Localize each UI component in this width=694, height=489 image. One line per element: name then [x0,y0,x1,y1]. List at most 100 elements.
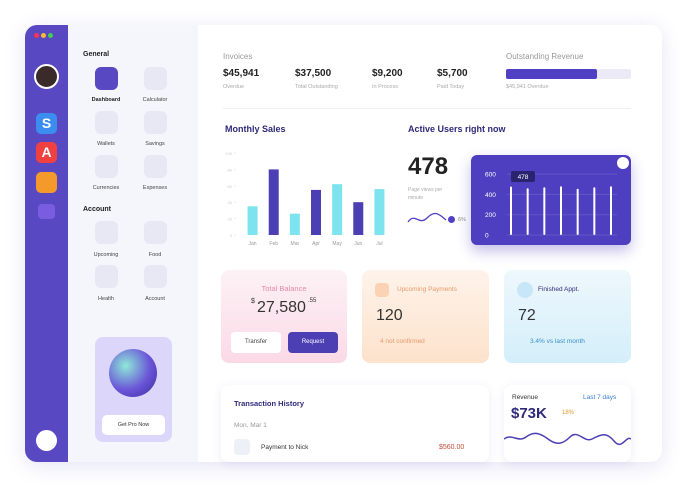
y-tick-label: 80 [228,167,233,172]
nav-label[interactable]: Calculator [142,97,168,103]
card-title: Upcoming Payments [397,286,457,293]
progress-fill [506,69,598,79]
tx-label[interactable]: Payment to Nick [261,444,309,451]
app-icon[interactable] [38,204,55,219]
y-tick-label: 0 [485,233,489,240]
revenue-change: 18% [562,410,575,416]
nav-label[interactable]: Expenses [142,185,168,191]
balance-amount: 27,580 [257,299,306,316]
chart-title: Active Users right now [408,124,506,134]
period-select[interactable]: Last 7 days [583,394,617,401]
nav-icon[interactable] [95,67,118,90]
power-button[interactable] [36,430,57,451]
card-icon [375,283,389,297]
nav-icon[interactable] [95,265,118,288]
transfer-button[interactable]: Transfer [231,332,281,353]
summary-label: Paid Today [437,84,465,90]
y-tick-label: 60 [228,184,233,189]
card-title: Total Balance [261,284,307,293]
nav-icon[interactable] [95,155,118,178]
nav-label[interactable]: Upcoming [93,252,119,258]
y-tick-label: 0 [230,233,233,238]
nav-icon[interactable] [95,111,118,134]
app-icon[interactable]: S [36,113,57,134]
nav-icon[interactable] [144,155,167,178]
y-tick-label: 20 [228,217,233,222]
date: Mon, Mar 1 [234,422,267,429]
summary-value: $45,941 [223,68,260,79]
progress-track [506,69,631,79]
finished-card: Finished Appt. 72 3.4% vs last month [504,270,631,363]
summary-value: $9,200 [372,68,403,79]
balance-card: Total Balance $ 27,580 .55 Transfer Requ… [221,270,347,363]
x-tick-label: Jul [376,241,382,247]
bar [560,186,562,235]
tooltip-label: 478 [518,174,529,181]
active-caption: Page views per minute [408,187,443,201]
avatar[interactable] [34,64,59,89]
nav-label[interactable]: Savings [145,141,165,147]
cents: .55 [308,298,317,304]
card-title: Revenue [512,394,539,401]
nav-icon[interactable] [144,111,167,134]
change-dot [448,216,455,223]
card-title: Finished Appt. [538,286,580,293]
revenue-card: Revenue Last 7 days $73K 18% [504,385,631,462]
dot [34,33,39,38]
revenue-sparkline [504,432,631,446]
outstanding-title: Outstanding Revenue [506,52,584,61]
y-tick-label: 40 [228,200,233,205]
bar [510,186,512,235]
app-icon[interactable] [36,172,57,193]
y-tick-label: 200 [485,212,496,219]
nav-label[interactable]: Wallets [97,141,115,147]
nav-label[interactable]: Currencies [92,185,120,191]
summary-label: In Process [372,84,398,90]
nav-label[interactable]: Food [148,252,162,258]
y-tick-label: 600 [485,172,496,179]
promo-card: Get Pro Now [95,337,172,442]
section-title: General [83,51,110,58]
y-tick-label: 400 [485,192,496,199]
summary-value: $5,700 [437,68,468,79]
nav-label[interactable]: Dashboard [91,97,121,103]
card-title: Transaction History [234,399,305,408]
currency: $ [251,298,255,305]
active-users-chart: 0 200 400 600 478 [485,171,617,240]
request-button[interactable]: Request [288,332,338,353]
bar [268,169,279,235]
nav-icon[interactable] [95,221,118,244]
divider [223,108,631,109]
transactions-card: Transaction History Mon, Mar 1 Payment t… [221,385,489,462]
promo-button[interactable]: Get Pro Now [102,415,165,435]
y-tick-label: 100 [225,151,232,156]
nav-icon[interactable] [144,67,167,90]
outstanding-caption: $45,941 Overdue [506,84,549,90]
summary-label: Total Outstanding [295,84,338,90]
close-button[interactable] [617,157,629,169]
card-icon [517,282,533,298]
app-icon[interactable]: A [36,142,57,163]
bar [353,202,364,235]
dot [41,33,46,38]
summary-label: Overdue [223,84,245,90]
bar [332,184,343,235]
bar [576,188,579,235]
x-tick-label: Apr [312,241,320,247]
bar [311,189,321,235]
bar [247,206,258,235]
active-change: 6% [458,217,466,223]
section-title: Account [83,206,111,213]
x-tick-label: Feb [269,241,278,247]
sidebar: S A [25,25,68,462]
bar [543,187,546,235]
bar [610,186,612,235]
nav-label[interactable]: Health [98,296,114,302]
nav-icon[interactable] [144,265,167,288]
bar [289,213,300,235]
bar [374,189,385,235]
nav-icon[interactable] [144,221,167,244]
dot [48,33,53,38]
card-note: 3.4% vs last month [530,338,585,345]
nav-label[interactable]: Account [145,296,165,302]
